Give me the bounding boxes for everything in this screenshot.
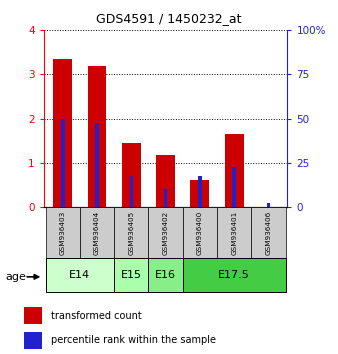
Bar xyxy=(24,307,42,324)
FancyBboxPatch shape xyxy=(114,258,148,292)
Bar xyxy=(191,180,209,207)
Bar xyxy=(233,167,236,207)
Text: GSM936401: GSM936401 xyxy=(231,211,237,255)
Bar xyxy=(122,143,141,207)
Text: E14: E14 xyxy=(69,270,91,280)
FancyBboxPatch shape xyxy=(251,207,286,258)
Bar xyxy=(156,155,175,207)
FancyBboxPatch shape xyxy=(46,258,114,292)
Text: percentile rank within the sample: percentile rank within the sample xyxy=(51,335,216,345)
Bar xyxy=(267,202,270,207)
Text: GSM936404: GSM936404 xyxy=(94,211,100,255)
FancyBboxPatch shape xyxy=(148,207,183,258)
FancyBboxPatch shape xyxy=(80,207,114,258)
Text: GSM936400: GSM936400 xyxy=(197,211,203,255)
Text: E16: E16 xyxy=(155,270,176,280)
Bar xyxy=(24,332,42,348)
Text: GSM936405: GSM936405 xyxy=(128,211,134,255)
Text: transformed count: transformed count xyxy=(51,310,142,321)
Bar xyxy=(61,119,65,207)
Text: GSM936402: GSM936402 xyxy=(163,211,169,255)
Bar xyxy=(95,123,99,207)
Text: age: age xyxy=(5,272,26,282)
Bar xyxy=(130,176,133,207)
FancyBboxPatch shape xyxy=(148,258,183,292)
Bar xyxy=(53,59,72,207)
FancyBboxPatch shape xyxy=(46,207,80,258)
Text: E17.5: E17.5 xyxy=(218,270,250,280)
Bar xyxy=(88,67,106,207)
FancyBboxPatch shape xyxy=(183,207,217,258)
Text: GSM936406: GSM936406 xyxy=(265,211,271,255)
Bar xyxy=(164,189,167,207)
FancyBboxPatch shape xyxy=(217,207,251,258)
Bar xyxy=(198,176,201,207)
FancyBboxPatch shape xyxy=(114,207,148,258)
Text: E15: E15 xyxy=(121,270,142,280)
FancyBboxPatch shape xyxy=(183,258,286,292)
Text: GDS4591 / 1450232_at: GDS4591 / 1450232_at xyxy=(96,12,242,25)
Bar xyxy=(225,134,244,207)
Text: GSM936403: GSM936403 xyxy=(60,211,66,255)
